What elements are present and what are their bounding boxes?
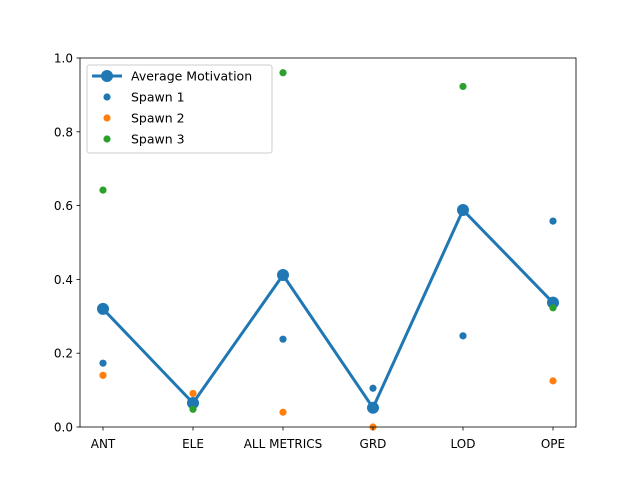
axes: 0.0 0.2 0.4 0.6 0.8 1.0 ANT ELE ALL METRICS GRD LO… bbox=[54, 52, 577, 451]
legend-marker-average-motivation bbox=[101, 70, 113, 82]
legend-box bbox=[86, 64, 273, 154]
axes-frame bbox=[79, 57, 577, 428]
point-spawn-2-ope bbox=[549, 377, 557, 385]
x-tick-label: OPE bbox=[541, 437, 565, 451]
point-spawn-3-ant bbox=[99, 186, 107, 194]
y-tick-label: 0.4 bbox=[54, 273, 73, 287]
x-tick-label: LOD bbox=[451, 437, 476, 451]
point-spawn-3-all-metrics bbox=[279, 69, 287, 77]
series-line-average-motivation bbox=[101, 208, 555, 410]
legend: Average Motivation Spawn 1 Spawn 2 Spawn 3 bbox=[86, 64, 273, 154]
legend-label-spawn-2: Spawn 2 bbox=[131, 111, 185, 126]
point-spawn-3-lod bbox=[459, 82, 467, 91]
point-spawn-1-grd bbox=[369, 384, 377, 392]
y-tick-label: 0.2 bbox=[54, 347, 73, 361]
y-tick-label: 1.0 bbox=[54, 52, 73, 66]
y-tick-label: 0.8 bbox=[54, 125, 73, 139]
legend-marker-spawn-3 bbox=[103, 135, 111, 143]
point-spawn-1-lod bbox=[459, 332, 467, 340]
legend-label-average-motivation: Average Motivation bbox=[131, 69, 252, 84]
point-spawn-3-ope bbox=[549, 304, 557, 312]
legend-marker-spawn-1 bbox=[103, 93, 111, 101]
point-spawn-2-ant bbox=[99, 371, 107, 379]
legend-label-spawn-3: Spawn 3 bbox=[131, 132, 185, 147]
point-spawn-2-ele bbox=[189, 389, 197, 398]
point-spawn-3-ele bbox=[189, 405, 197, 413]
x-tick-label: ANT bbox=[91, 437, 116, 451]
point-spawn-2-all-metrics bbox=[279, 408, 287, 416]
point-spawn-1-all-metrics bbox=[279, 335, 287, 343]
legend-label-spawn-1: Spawn 1 bbox=[131, 90, 185, 105]
legend-marker-spawn-2 bbox=[103, 114, 111, 122]
x-tick-label: GRD bbox=[360, 437, 387, 451]
y-tick-label: 0.0 bbox=[54, 421, 73, 435]
point-spawn-1-ant bbox=[99, 359, 107, 367]
point-average-motivation-all-metrics bbox=[277, 268, 289, 281]
x-tick-label: ELE bbox=[182, 437, 204, 451]
x-tick-label: ALL METRICS bbox=[244, 437, 323, 451]
point-average-motivation-grd bbox=[367, 401, 379, 414]
point-average-motivation-ope bbox=[547, 296, 559, 309]
point-average-motivation-lod bbox=[457, 204, 469, 217]
point-average-motivation-ant bbox=[97, 302, 109, 315]
y-tick-label: 0.6 bbox=[54, 199, 73, 213]
point-spawn-1-ope bbox=[549, 217, 557, 225]
plot-area bbox=[97, 69, 559, 431]
